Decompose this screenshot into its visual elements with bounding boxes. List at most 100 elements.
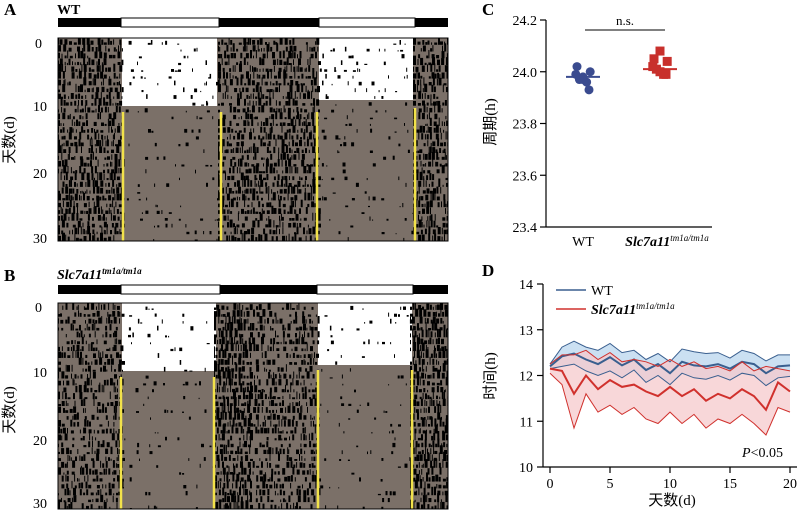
activity-mark	[442, 363, 446, 372]
activity-mark	[81, 95, 84, 99]
activity-mark	[60, 215, 63, 221]
activity-mark	[192, 102, 196, 106]
activity-mark	[290, 382, 293, 386]
activity-mark	[91, 436, 93, 441]
activity-mark	[427, 395, 430, 400]
activity-mark	[410, 316, 411, 324]
activity-mark	[430, 94, 432, 99]
activity-mark	[99, 172, 103, 181]
activity-mark	[250, 372, 253, 379]
activity-mark	[309, 46, 311, 52]
activity-mark	[150, 417, 151, 420]
activity-mark	[280, 499, 282, 503]
activity-mark	[129, 82, 132, 86]
activity-mark	[437, 227, 441, 235]
activity-mark	[58, 314, 60, 317]
activity-mark	[249, 210, 251, 214]
activity-mark	[62, 208, 64, 214]
activity-mark	[116, 193, 120, 201]
activity-mark	[429, 215, 431, 221]
activity-mark	[69, 455, 71, 461]
activity-mark	[420, 351, 422, 358]
activity-mark	[99, 140, 102, 147]
activity-mark	[185, 224, 187, 228]
activity-mark	[436, 78, 438, 86]
activity-mark	[222, 371, 226, 379]
activity-mark	[100, 130, 104, 133]
activity-mark	[183, 55, 186, 59]
activity-mark	[255, 84, 259, 93]
activity-mark	[445, 115, 447, 120]
activity-mark	[429, 430, 432, 434]
activity-mark	[420, 479, 423, 489]
activity-mark	[303, 323, 306, 331]
activity-mark	[291, 419, 294, 427]
activity-mark	[93, 429, 95, 434]
activity-mark	[114, 338, 116, 345]
activity-mark	[243, 127, 246, 133]
activity-mark	[118, 491, 121, 496]
activity-mark	[103, 340, 107, 345]
activity-mark	[208, 77, 211, 79]
activity-mark	[284, 341, 287, 345]
activity-mark	[58, 380, 61, 386]
activity-mark	[380, 479, 383, 482]
activity-mark	[419, 367, 422, 372]
activity-mark	[420, 160, 422, 167]
activity-mark	[95, 148, 97, 154]
activity-mark	[229, 336, 231, 345]
activity-mark	[432, 306, 434, 310]
activity-mark	[74, 181, 76, 187]
activity-mark	[425, 163, 427, 167]
activity-mark	[223, 474, 225, 482]
activity-mark	[71, 497, 73, 503]
activity-mark	[91, 136, 92, 140]
activity-mark	[92, 499, 94, 503]
activity-mark	[294, 209, 296, 214]
activity-mark	[276, 341, 280, 345]
activity-mark	[92, 313, 96, 317]
activity-mark	[292, 222, 296, 228]
activity-mark	[265, 42, 267, 45]
activity-mark	[79, 68, 81, 72]
activity-mark	[295, 333, 297, 338]
activity-mark	[230, 231, 232, 235]
activity-mark	[82, 122, 86, 126]
activity-mark	[293, 319, 296, 324]
activity-mark	[439, 74, 441, 79]
activity-mark	[303, 306, 306, 310]
activity-mark	[264, 233, 268, 241]
activity-mark	[140, 218, 143, 221]
activity-mark	[103, 304, 106, 310]
activity-mark	[267, 133, 270, 140]
activity-mark	[260, 427, 264, 434]
activity-mark	[426, 188, 430, 194]
activity-mark	[79, 166, 82, 174]
activity-mark	[95, 47, 98, 52]
activity-mark	[96, 485, 100, 489]
activity-mark	[277, 478, 281, 482]
activity-mark	[58, 113, 60, 120]
activity-mark	[429, 399, 431, 406]
activity-mark	[62, 127, 65, 133]
activity-mark	[79, 194, 80, 201]
activity-mark	[243, 408, 245, 413]
activity-mark	[230, 40, 233, 45]
activity-mark	[233, 405, 236, 413]
activity-mark	[84, 475, 86, 482]
activity-mark	[341, 403, 345, 406]
activity-mark	[276, 180, 279, 187]
activity-mark	[296, 374, 298, 379]
activity-mark	[429, 200, 433, 208]
activity-mark	[246, 382, 250, 386]
activity-mark	[113, 332, 114, 338]
activity-mark	[400, 375, 404, 379]
activity-mark	[186, 231, 190, 235]
activity-mark	[244, 98, 246, 106]
activity-mark	[302, 184, 305, 187]
activity-mark	[443, 451, 447, 461]
activity-mark	[416, 464, 418, 468]
activity-mark	[303, 117, 306, 120]
activity-mark	[429, 132, 432, 140]
activity-mark	[279, 122, 282, 126]
